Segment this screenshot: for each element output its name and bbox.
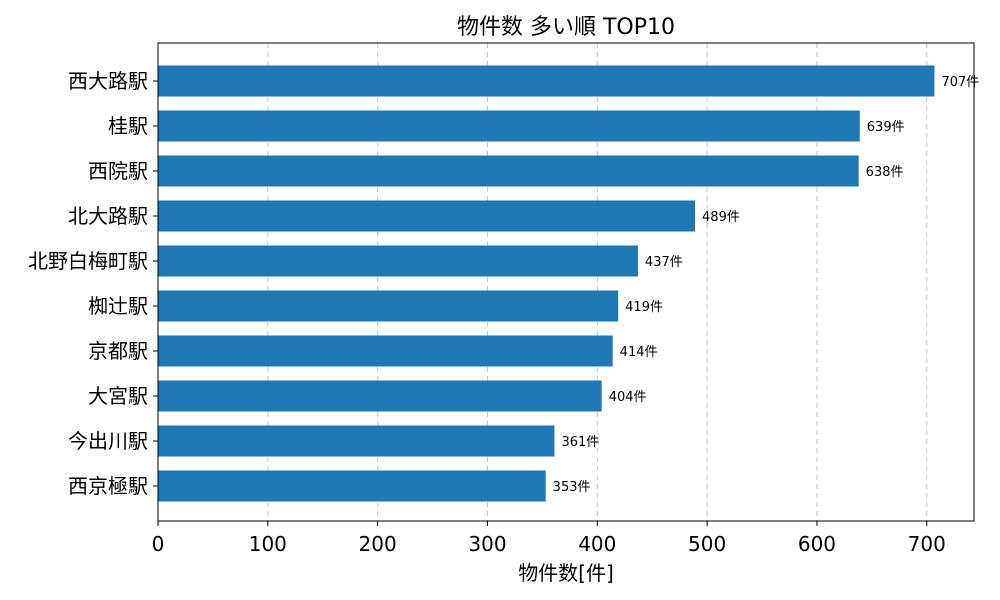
x-tick-label: 700 <box>908 532 946 556</box>
bar <box>158 110 860 142</box>
bar <box>158 200 696 232</box>
data-label: 414件 <box>620 345 658 360</box>
bar <box>158 155 859 187</box>
x-axis-label: 物件数[件] <box>518 561 614 585</box>
bars <box>158 65 935 502</box>
data-label: 419件 <box>625 300 663 315</box>
category-label: 今出川駅 <box>68 429 148 453</box>
x-tick-label: 100 <box>249 532 287 556</box>
category-label: 椥辻駅 <box>88 294 148 318</box>
bar <box>158 65 935 97</box>
data-label: 638件 <box>866 165 904 180</box>
bar <box>158 425 555 457</box>
data-label: 404件 <box>609 390 647 405</box>
data-label: 489件 <box>702 210 740 225</box>
category-label: 大宮駅 <box>88 384 148 408</box>
data-label: 353件 <box>553 480 591 495</box>
category-label: 北野白梅町駅 <box>28 249 148 273</box>
category-label: 西院駅 <box>88 159 148 183</box>
bar <box>158 335 613 367</box>
x-axis-ticks: 0 100 200 300 400 500 600 700 <box>152 521 946 556</box>
category-label: 京都駅 <box>88 339 148 363</box>
x-tick-label: 600 <box>798 532 836 556</box>
data-labels: 707件 639件 638件 489件 437件 419件 414件 404件 361件 353件 <box>553 75 980 495</box>
category-label: 西大路駅 <box>68 69 148 93</box>
data-label: 639件 <box>867 120 905 135</box>
category-label: 北大路駅 <box>68 204 148 228</box>
chart-title: 物件数 多い順 TOP10 <box>457 15 675 40</box>
plot-frame <box>157 42 975 522</box>
bar <box>158 380 602 412</box>
x-tick-label: 300 <box>468 532 506 556</box>
category-label: 桂駅 <box>108 114 148 138</box>
x-tick-label: 200 <box>359 532 397 556</box>
data-label: 437件 <box>645 255 683 270</box>
data-label: 361件 <box>561 435 599 450</box>
bar <box>158 470 546 502</box>
x-tick-label: 0 <box>152 532 165 556</box>
data-label: 707件 <box>941 75 979 90</box>
category-label: 西京極駅 <box>68 474 148 498</box>
bar <box>158 245 638 277</box>
bar <box>158 290 619 322</box>
x-tick-label: 500 <box>688 532 726 556</box>
x-tick-label: 400 <box>578 532 616 556</box>
